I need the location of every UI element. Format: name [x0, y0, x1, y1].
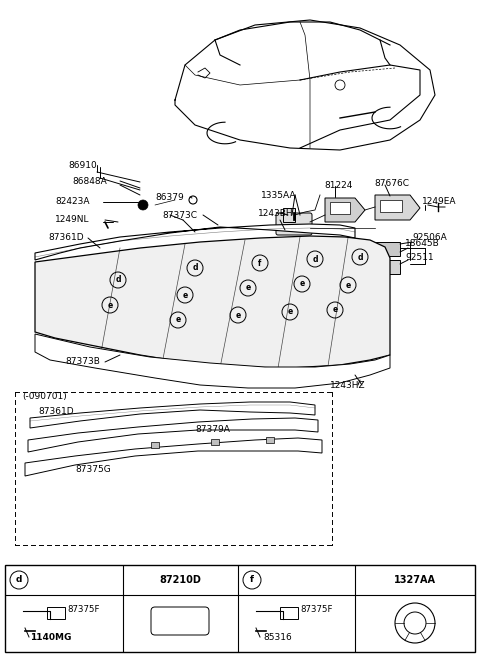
Text: 87375G: 87375G — [75, 466, 111, 474]
Text: 87676C: 87676C — [374, 179, 409, 187]
Bar — [151, 442, 159, 448]
Circle shape — [138, 200, 148, 210]
Text: e: e — [235, 311, 240, 319]
Bar — [47, 607, 65, 619]
Text: e: e — [332, 306, 337, 315]
Text: e: e — [182, 290, 188, 300]
Bar — [283, 208, 295, 222]
Bar — [347, 244, 355, 254]
Text: 87375F: 87375F — [67, 604, 99, 614]
Text: 87361D: 87361D — [48, 233, 84, 242]
Text: 92506A: 92506A — [412, 233, 447, 242]
Text: 1243HZ: 1243HZ — [330, 380, 366, 390]
Bar — [367, 244, 375, 254]
Bar — [330, 202, 350, 214]
Text: e: e — [288, 307, 293, 317]
Text: d: d — [16, 576, 22, 585]
Bar — [211, 439, 219, 445]
Text: 92511: 92511 — [405, 254, 433, 263]
Polygon shape — [30, 402, 315, 428]
Text: e: e — [245, 284, 251, 292]
Bar — [357, 244, 365, 254]
Bar — [345, 242, 400, 256]
Text: e: e — [346, 281, 350, 290]
Bar — [266, 437, 274, 443]
Text: 87373B: 87373B — [65, 357, 100, 367]
Text: 87373C: 87373C — [162, 210, 197, 219]
Text: 1249EA: 1249EA — [422, 198, 456, 206]
Text: 86848A: 86848A — [72, 177, 107, 185]
Text: f: f — [258, 258, 262, 267]
Text: d: d — [312, 254, 318, 263]
Text: f: f — [250, 576, 254, 585]
Text: 87375F: 87375F — [300, 604, 333, 614]
Bar — [357, 262, 365, 272]
Bar — [347, 262, 355, 272]
Bar — [280, 607, 298, 619]
Text: d: d — [357, 252, 363, 261]
Text: 87361D: 87361D — [38, 407, 73, 417]
Text: (-090701): (-090701) — [22, 392, 67, 401]
Text: e: e — [108, 300, 113, 309]
Polygon shape — [325, 198, 365, 222]
Polygon shape — [35, 334, 390, 388]
Text: 81224: 81224 — [324, 181, 352, 191]
Polygon shape — [375, 195, 420, 220]
Bar — [380, 200, 402, 212]
Text: 82423A: 82423A — [55, 198, 89, 206]
Polygon shape — [28, 418, 318, 452]
Bar — [5, 565, 475, 652]
Text: 1140MG: 1140MG — [30, 633, 72, 643]
Text: 87210D: 87210D — [159, 575, 201, 585]
Text: 1327AA: 1327AA — [394, 575, 436, 585]
Text: 87379A: 87379A — [195, 426, 230, 434]
Text: 1249NL: 1249NL — [55, 215, 89, 225]
Text: d: d — [192, 263, 198, 273]
Text: e: e — [300, 279, 305, 288]
Polygon shape — [35, 224, 355, 260]
FancyBboxPatch shape — [276, 213, 312, 235]
Text: 86379: 86379 — [155, 193, 184, 202]
Polygon shape — [35, 236, 390, 368]
Text: e: e — [175, 315, 180, 325]
Text: 1335AA: 1335AA — [261, 191, 297, 200]
Text: 18645B: 18645B — [405, 240, 440, 248]
FancyBboxPatch shape — [151, 607, 209, 635]
Text: d: d — [115, 275, 121, 284]
Text: 86910: 86910 — [68, 160, 97, 170]
Text: 1243BH: 1243BH — [258, 208, 294, 217]
Polygon shape — [25, 438, 322, 476]
Text: 85316: 85316 — [263, 633, 292, 643]
Bar — [345, 260, 400, 274]
